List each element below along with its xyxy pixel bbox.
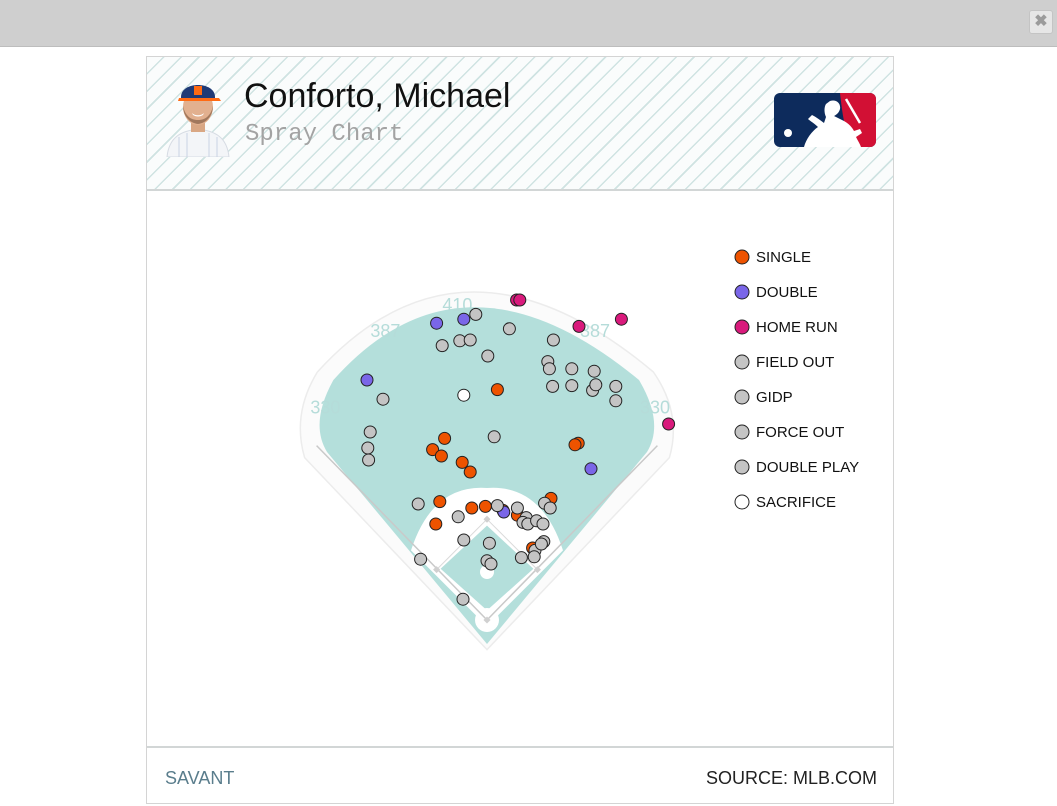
hit-point-double: [584, 462, 598, 476]
hit-point-home-run: [614, 312, 628, 326]
hit-point-single: [568, 438, 582, 452]
hit-point-field-out: [502, 322, 516, 336]
legend-swatch: [734, 494, 750, 510]
hit-point-field-out: [587, 364, 601, 378]
base-0: [483, 616, 491, 624]
left-foul-line: [316, 445, 488, 621]
distance-labels: 330 387 410 387 330: [310, 295, 670, 417]
window-top-bar: ✖: [0, 0, 1057, 47]
base-2: [533, 566, 541, 574]
hit-point-field-out: [451, 510, 465, 524]
hit-point-home-run: [662, 417, 676, 431]
legend-swatch: [734, 319, 750, 335]
mlb-logo: [774, 93, 876, 147]
legend-swatch: [734, 424, 750, 440]
hit-point-double: [457, 312, 471, 326]
hit-point-field-out: [376, 392, 390, 406]
hit-point-single: [478, 499, 492, 513]
player-headshot: [166, 85, 230, 157]
legend-label: FORCE OUT: [756, 424, 844, 441]
hit-point-field-out: [542, 362, 556, 376]
hit-point-home-run: [513, 293, 527, 307]
hit-point-field-out: [487, 430, 501, 444]
hit-point-single: [463, 465, 477, 479]
hit-point-field-out: [546, 333, 560, 347]
hit-point-single: [433, 495, 447, 509]
right-foul-line: [486, 445, 658, 621]
distance-label: 387: [370, 321, 400, 341]
distance-label: 330: [310, 398, 340, 418]
hit-point-field-out: [514, 551, 528, 565]
hit-point-field-out: [456, 592, 470, 606]
card-footer: SAVANT SOURCE: MLB.COM: [147, 746, 893, 803]
hit-point-field-out: [482, 536, 496, 550]
hit-points: [360, 293, 676, 606]
hit-point-field-out: [510, 501, 524, 515]
hit-point-field-out: [546, 379, 560, 393]
field-diagram: [299, 291, 675, 651]
hit-point-double: [430, 316, 444, 330]
hit-point-field-out: [565, 379, 579, 393]
hit-point-double: [360, 373, 374, 387]
chart-subtitle: Spray Chart: [245, 121, 404, 148]
hit-point-single: [434, 449, 448, 463]
hit-point-home-run: [572, 319, 586, 333]
legend-swatch: [734, 284, 750, 300]
legend-label: SACRIFICE: [756, 494, 836, 511]
hit-point-single: [465, 501, 479, 515]
hit-point-field-out: [534, 537, 548, 551]
legend-swatch: [734, 459, 750, 475]
hit-point-field-out: [609, 379, 623, 393]
hit-point-field-out: [411, 497, 425, 511]
hit-point-field-out: [463, 333, 477, 347]
distance-label: 330: [640, 398, 670, 418]
spray-chart-card: Conforto, Michael Spray Chart 330 387 410 3…: [146, 56, 894, 804]
legend-swatch: [734, 354, 750, 370]
hit-point-field-out: [363, 425, 377, 439]
hit-point-single: [438, 431, 452, 445]
savant-link[interactable]: SAVANT: [165, 768, 235, 788]
legend-label: DOUBLE PLAY: [756, 459, 859, 476]
legend-label: DOUBLE: [756, 284, 818, 301]
hit-point-field-out: [484, 557, 498, 571]
legend: SINGLE DOUBLE HOME RUN FIELD OUT GIDP FORCE O…: [734, 249, 859, 511]
source-credit: SOURCE: MLB.COM: [705, 768, 877, 788]
hit-point-sacrifice: [457, 388, 471, 402]
hit-point-single: [455, 455, 469, 469]
hit-point-field-out: [536, 517, 550, 531]
distance-label: 387: [580, 321, 610, 341]
hit-point-field-out: [609, 394, 623, 408]
hit-point-field-out: [469, 307, 483, 321]
hit-point-field-out: [414, 552, 428, 566]
close-icon[interactable]: ✖: [1029, 10, 1053, 34]
hit-point-field-out: [565, 362, 579, 376]
hit-point-field-out: [362, 453, 376, 467]
hit-point-single: [426, 443, 440, 457]
legend-label: GIDP: [756, 389, 793, 406]
legend-swatch: [734, 249, 750, 265]
legend-label: SINGLE: [756, 249, 811, 266]
player-name: Conforto, Michael: [244, 77, 511, 115]
hit-point-single: [490, 383, 504, 397]
hit-point-field-out: [361, 441, 375, 455]
spray-chart: 330 387 410 387 330 SINGLE DOUBLE HOME RUN FIEL…: [299, 249, 859, 651]
card-header: Conforto, Michael Spray Chart: [147, 57, 893, 191]
legend-swatch: [734, 389, 750, 405]
base-1: [433, 566, 441, 574]
distance-label: 410: [442, 295, 472, 315]
legend-label: HOME RUN: [756, 319, 838, 336]
hit-point-field-out: [435, 339, 449, 353]
hit-point-field-out: [527, 550, 541, 564]
hit-point-field-out: [589, 378, 603, 392]
hit-point-single: [429, 517, 443, 531]
legend-label: FIELD OUT: [756, 354, 834, 371]
hit-point-field-out: [490, 499, 504, 513]
hit-point-field-out: [543, 501, 557, 515]
base-3: [483, 515, 491, 523]
hit-point-field-out: [457, 533, 471, 547]
hit-point-field-out: [481, 349, 495, 363]
second-base-path-right: [486, 518, 538, 570]
